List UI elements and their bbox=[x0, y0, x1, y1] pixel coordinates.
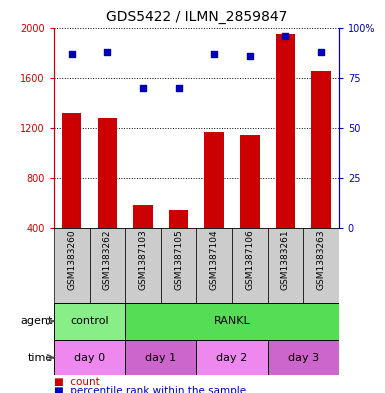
FancyBboxPatch shape bbox=[232, 228, 268, 303]
FancyBboxPatch shape bbox=[125, 228, 161, 303]
Text: GSM1383260: GSM1383260 bbox=[67, 230, 76, 290]
FancyBboxPatch shape bbox=[268, 228, 303, 303]
Text: GSM1383263: GSM1383263 bbox=[316, 230, 325, 290]
Point bbox=[69, 50, 75, 57]
Point bbox=[140, 84, 146, 91]
Bar bbox=[133, 206, 153, 228]
Text: agent: agent bbox=[21, 316, 53, 326]
Point bbox=[176, 84, 182, 91]
Point bbox=[318, 48, 324, 55]
Point bbox=[282, 32, 288, 39]
FancyBboxPatch shape bbox=[196, 228, 232, 303]
Text: day 2: day 2 bbox=[216, 353, 248, 363]
Text: day 1: day 1 bbox=[145, 353, 176, 363]
Point bbox=[104, 48, 110, 55]
Text: control: control bbox=[70, 316, 109, 326]
Text: GSM1387104: GSM1387104 bbox=[210, 230, 219, 290]
Text: day 0: day 0 bbox=[74, 353, 105, 363]
Text: GSM1387106: GSM1387106 bbox=[245, 230, 254, 290]
Bar bbox=[97, 118, 117, 228]
Text: ■  percentile rank within the sample: ■ percentile rank within the sample bbox=[54, 386, 246, 393]
Text: time: time bbox=[28, 353, 53, 363]
FancyBboxPatch shape bbox=[54, 303, 125, 340]
FancyBboxPatch shape bbox=[125, 340, 196, 375]
Bar bbox=[240, 135, 259, 228]
Text: GSM1387105: GSM1387105 bbox=[174, 230, 183, 290]
Text: day 3: day 3 bbox=[288, 353, 319, 363]
Point bbox=[211, 50, 217, 57]
FancyBboxPatch shape bbox=[268, 340, 339, 375]
Point bbox=[247, 52, 253, 59]
Bar bbox=[62, 113, 82, 228]
FancyBboxPatch shape bbox=[125, 303, 339, 340]
FancyBboxPatch shape bbox=[54, 228, 90, 303]
FancyBboxPatch shape bbox=[196, 340, 268, 375]
Text: GSM1383262: GSM1383262 bbox=[103, 230, 112, 290]
Text: GSM1387103: GSM1387103 bbox=[139, 230, 147, 290]
FancyBboxPatch shape bbox=[303, 228, 339, 303]
Text: RANKL: RANKL bbox=[214, 316, 250, 326]
Bar bbox=[276, 34, 295, 228]
FancyBboxPatch shape bbox=[90, 228, 125, 303]
FancyBboxPatch shape bbox=[54, 340, 125, 375]
Text: ■  count: ■ count bbox=[54, 377, 100, 387]
Bar bbox=[311, 72, 331, 228]
Bar bbox=[169, 210, 188, 228]
FancyBboxPatch shape bbox=[161, 228, 196, 303]
Title: GDS5422 / ILMN_2859847: GDS5422 / ILMN_2859847 bbox=[105, 10, 287, 24]
Bar bbox=[204, 132, 224, 228]
Text: GSM1383261: GSM1383261 bbox=[281, 230, 290, 290]
